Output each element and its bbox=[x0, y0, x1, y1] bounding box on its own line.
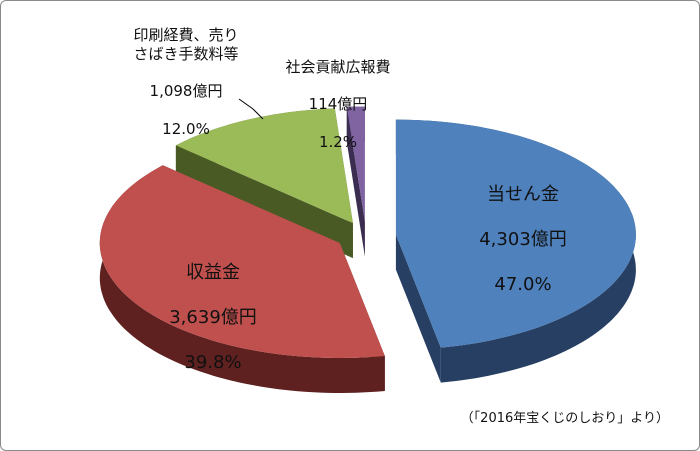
slice-top bbox=[99, 165, 385, 358]
category-label: 社会貢献広報費 bbox=[285, 57, 391, 76]
slice-top bbox=[175, 108, 353, 224]
slice-top bbox=[346, 106, 365, 222]
category-label: 印刷経費、売り さばき手数料等 bbox=[133, 25, 239, 63]
amount-label: 114億円 bbox=[308, 95, 368, 114]
source-note: （「2016年宝くじのしおり」より） bbox=[460, 411, 669, 426]
slice-top bbox=[395, 119, 636, 348]
amount-label: 3,639億円 bbox=[169, 306, 257, 328]
value-label: 12.0% bbox=[162, 119, 210, 138]
slice-label: 当せん金 4,303億円 47.0% bbox=[479, 161, 567, 319]
slice-cut-face bbox=[395, 234, 441, 383]
category-label: 収益金 bbox=[186, 261, 240, 283]
leader-line bbox=[238, 98, 264, 120]
slice-label: 収益金 3,639億円 39.8% bbox=[169, 239, 257, 397]
value-label: 1.2% bbox=[318, 132, 358, 151]
slice-cut-face bbox=[346, 107, 365, 257]
value-label: 39.8% bbox=[184, 351, 242, 373]
category-label: 当せん金 bbox=[487, 183, 559, 205]
amount-label: 1,098億円 bbox=[149, 82, 223, 100]
value-label: 47.0% bbox=[494, 273, 552, 295]
slice-label: 社会貢献広報費 114億円 1.2% bbox=[285, 39, 390, 170]
slice-rim bbox=[99, 165, 385, 393]
slice-label: 印刷経費、売り さばき手数料等 1,098億円 12.0% bbox=[133, 7, 238, 157]
amount-label: 4,303億円 bbox=[479, 228, 567, 250]
